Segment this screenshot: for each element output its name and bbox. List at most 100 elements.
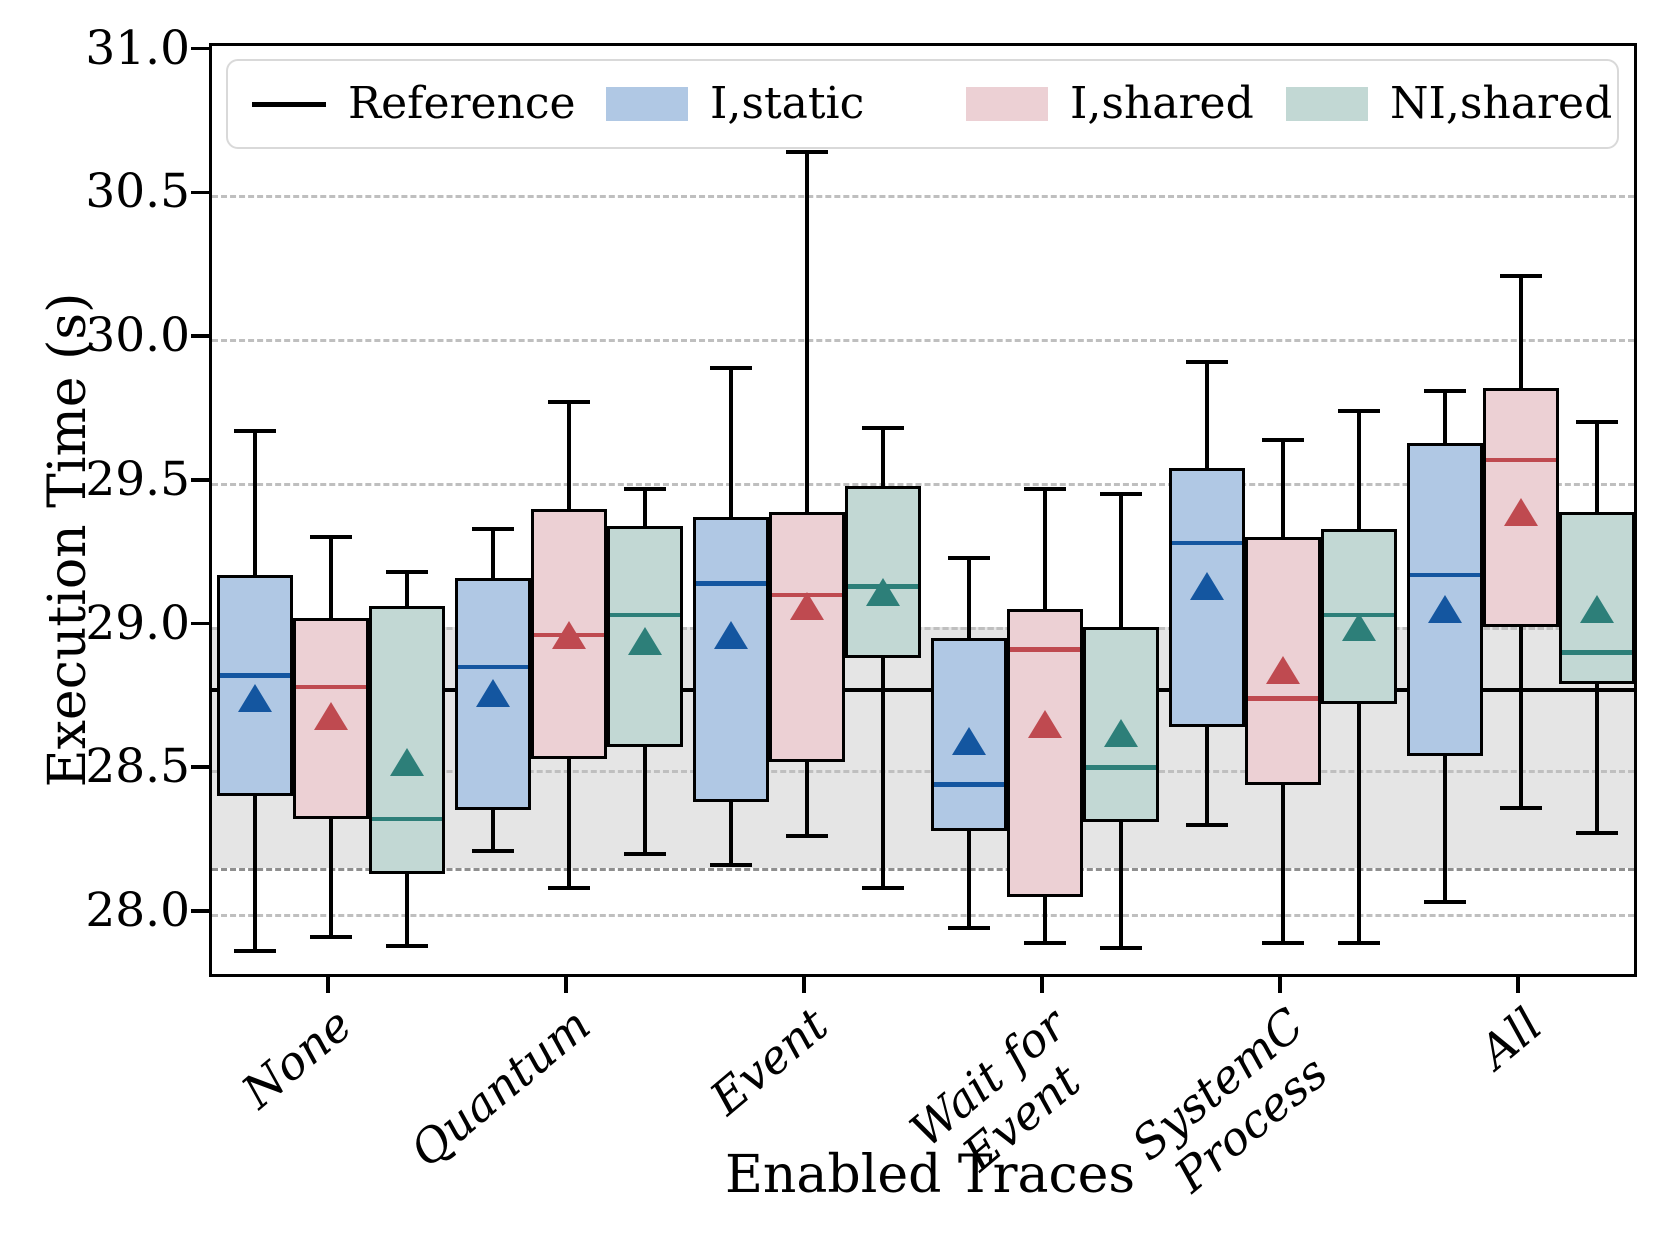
whisker-cap-low-I,shared-3	[1024, 940, 1066, 945]
box-I,shared-3	[1007, 609, 1083, 897]
x-tick-label-1: Quantum	[399, 997, 601, 1178]
whisker-I,shared-2	[805, 152, 809, 837]
x-tick-label-line: Event	[700, 997, 839, 1126]
x-tick-label-2: Event	[700, 997, 839, 1126]
median-NI,shared-3	[1086, 765, 1156, 770]
whisker-cap-low-I,static-4	[1186, 822, 1228, 827]
whisker-cap-low-I,static-5	[1424, 900, 1466, 905]
x-tick-label-line: Quantum	[399, 997, 601, 1178]
whisker-cap-low-I,shared-0	[310, 934, 352, 939]
mean-marker-I,shared-1	[552, 621, 586, 650]
y-tick-mark-28.0	[191, 909, 209, 913]
whisker-cap-high-I,shared-0	[310, 535, 352, 540]
whisker-cap-low-NI,shared-3	[1100, 946, 1142, 951]
median-I,shared-0	[296, 684, 366, 690]
median-NI,shared-5	[1562, 650, 1632, 655]
x-tick-label-line: None	[231, 997, 363, 1119]
whisker-cap-high-I,static-2	[710, 365, 752, 370]
mean-marker-I,shared-3	[1028, 710, 1062, 739]
whisker-cap-high-NI,shared-5	[1576, 420, 1618, 425]
mean-marker-I,static-3	[952, 727, 986, 756]
whisker-cap-low-NI,shared-0	[386, 943, 428, 948]
whisker-cap-high-I,static-4	[1186, 360, 1228, 365]
y-tick-label-30.5: 30.5	[85, 164, 190, 220]
whisker-cap-high-I,static-0	[234, 429, 276, 434]
i-static-swatch	[606, 87, 688, 121]
gridline-y-29.5	[212, 482, 1634, 486]
gridline-y-28.5	[212, 770, 1634, 774]
median-I,static-4	[1172, 540, 1242, 546]
mean-marker-NI,shared-0	[390, 747, 424, 776]
x-tick-mark-2	[802, 977, 806, 993]
whisker-NI,shared-2	[881, 428, 885, 889]
whisker-cap-high-I,static-1	[472, 526, 514, 531]
whisker-cap-high-I,shared-1	[548, 400, 590, 405]
whisker-cap-high-NI,shared-2	[862, 426, 904, 431]
gridline-y-28	[212, 913, 1634, 917]
whisker-cap-low-NI,shared-1	[624, 851, 666, 856]
ni-shared-swatch	[1286, 87, 1368, 121]
x-tick-label-0: None	[231, 997, 363, 1119]
legend-item-ni-shared: NI,shared	[1286, 61, 1612, 147]
whisker-cap-low-I,static-3	[948, 926, 990, 931]
legend-label-reference: Reference	[348, 78, 576, 129]
y-tick-label-31.0: 31.0	[85, 20, 190, 76]
box-I,static-2	[693, 517, 769, 802]
plot-area: Reference I,static I,shared NI,shared	[209, 43, 1637, 977]
legend-label-i-static: I,static	[710, 78, 865, 129]
whisker-cap-low-I,shared-5	[1500, 805, 1542, 810]
mean-marker-I,static-2	[714, 621, 748, 650]
y-tick-mark-30.5	[191, 190, 209, 195]
whisker-cap-low-I,static-2	[710, 863, 752, 868]
gridline-y-29	[212, 626, 1634, 630]
median-I,static-2	[696, 581, 766, 586]
legend-item-i-static: I,static	[606, 61, 864, 147]
whisker-cap-low-I,shared-4	[1262, 940, 1304, 945]
x-axis-title: Enabled Traces	[724, 1145, 1136, 1205]
mean-marker-NI,shared-2	[866, 578, 900, 607]
mean-marker-I,static-1	[476, 678, 510, 707]
y-tick-mark-31.0	[191, 46, 209, 51]
whisker-cap-low-I,shared-2	[786, 834, 828, 839]
y-tick-label-28.0: 28.0	[85, 882, 190, 938]
whisker-cap-high-I,shared-3	[1024, 486, 1066, 491]
legend-item-reference: Reference	[252, 61, 576, 147]
y-tick-mark-28.5	[191, 765, 209, 769]
i-shared-swatch	[966, 87, 1048, 121]
x-tick-label-5: All	[1469, 997, 1553, 1079]
legend-label-ni-shared: NI,shared	[1390, 78, 1613, 129]
whisker-cap-low-NI,shared-4	[1338, 940, 1380, 945]
mean-marker-NI,shared-1	[628, 626, 662, 655]
gridline-y-30	[212, 339, 1634, 343]
box-I,shared-2	[769, 511, 845, 762]
whisker-cap-high-NI,shared-4	[1338, 408, 1380, 413]
y-tick-mark-29.0	[191, 621, 209, 626]
whisker-cap-high-I,shared-5	[1500, 273, 1542, 278]
mean-marker-I,shared-2	[790, 592, 824, 621]
x-tick-mark-4	[1278, 977, 1282, 993]
whisker-cap-low-I,static-0	[234, 949, 276, 954]
whisker-cap-high-I,shared-2	[786, 150, 828, 155]
reference-line	[212, 687, 1634, 692]
y-tick-mark-29.5	[191, 478, 209, 482]
legend-label-i-shared: I,shared	[1070, 78, 1254, 129]
mean-marker-I,static-5	[1428, 595, 1462, 624]
reference-band-bottom-edge	[212, 867, 1634, 871]
median-I,static-0	[220, 673, 290, 678]
y-tick-label-28.5: 28.5	[85, 739, 190, 795]
whisker-cap-high-I,static-3	[948, 555, 990, 560]
whisker-cap-high-I,shared-4	[1262, 437, 1304, 442]
gridline-y-30.5	[212, 195, 1634, 199]
median-NI,shared-0	[372, 816, 442, 822]
mean-marker-I,shared-5	[1504, 497, 1538, 526]
reference-line-swatch	[252, 101, 326, 107]
whisker-cap-high-NI,shared-3	[1100, 492, 1142, 497]
x-tick-label-line: All	[1469, 997, 1553, 1079]
median-I,static-3	[934, 782, 1004, 787]
mean-marker-I,shared-4	[1266, 655, 1300, 684]
mean-marker-I,static-0	[238, 684, 272, 713]
x-tick-mark-3	[1040, 977, 1044, 993]
whisker-cap-low-I,static-1	[472, 848, 514, 853]
median-NI,shared-1	[610, 612, 680, 618]
